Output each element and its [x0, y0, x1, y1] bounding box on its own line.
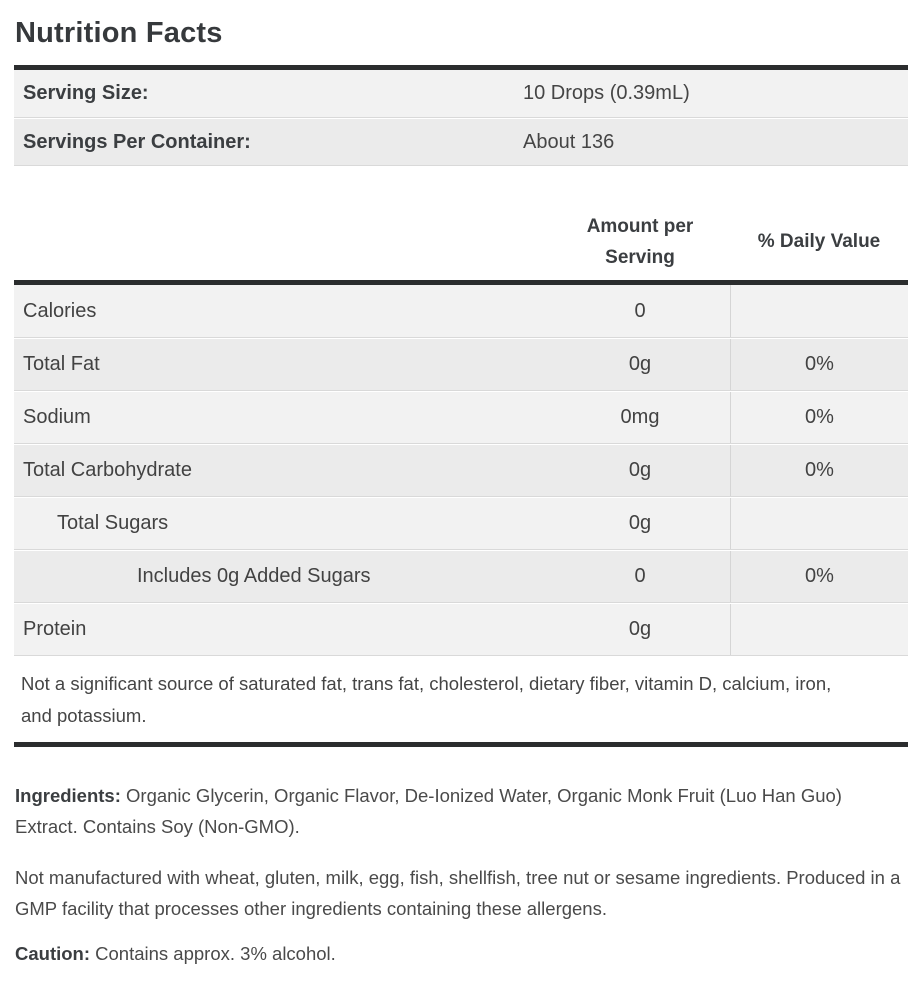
- servings-per-container-row: Servings Per Container: About 136: [14, 118, 908, 166]
- nutrient-row-total-carbohydrate: Total Carbohydrate 0g 0%: [14, 444, 908, 497]
- serving-size-row: Serving Size: 10 Drops (0.39mL): [14, 70, 908, 118]
- ingredients-text: Organic Glycerin, Organic Flavor, De-Ion…: [15, 785, 842, 837]
- amount-per-serving-header: Amount per Serving: [586, 216, 694, 268]
- divider-thick-middle: [14, 280, 908, 285]
- nutrient-table: Calories 0 Total Fat 0g 0% Sodium 0mg 0%…: [14, 285, 908, 656]
- ingredients-paragraph: Ingredients: Organic Glycerin, Organic F…: [15, 780, 908, 842]
- daily-value-header: % Daily Value: [757, 231, 881, 252]
- caution-label: Caution:: [15, 943, 91, 964]
- servings-per-container-value: About 136: [523, 130, 615, 153]
- nutrient-row-added-sugars: Includes 0g Added Sugars 0 0%: [14, 550, 908, 603]
- column-header-spacer: [14, 210, 550, 274]
- serving-size-value: 10 Drops (0.39mL): [523, 82, 690, 104]
- nutrient-row-sodium: Sodium 0mg 0%: [14, 391, 908, 444]
- servings-per-container-label: Servings Per Container:: [23, 130, 251, 153]
- ingredients-label: Ingredients:: [15, 785, 121, 806]
- panel-title: Nutrition Facts: [15, 17, 223, 49]
- column-headers: Amount per Serving % Daily Value: [14, 210, 908, 274]
- divider-thick-bottom: [14, 742, 908, 747]
- footnote-text: Not a significant source of saturated fa…: [21, 673, 832, 726]
- caution-paragraph: Caution: Contains approx. 3% alcohol.: [15, 938, 908, 969]
- caution-text: Contains approx. 3% alcohol.: [95, 943, 336, 964]
- nutrition-facts-panel: Nutrition Facts Serving Size: 10 Drops (…: [14, 14, 908, 969]
- serving-info-table: Serving Size: 10 Drops (0.39mL) Servings…: [14, 70, 908, 166]
- serving-size-label: Serving Size:: [23, 82, 149, 104]
- nutrient-row-calories: Calories 0: [14, 285, 908, 338]
- footnote: Not a significant source of saturated fa…: [14, 656, 908, 742]
- nutrient-row-protein: Protein 0g: [14, 603, 908, 656]
- divider-thick-top: [14, 65, 908, 70]
- allergen-paragraph: Not manufactured with wheat, gluten, mil…: [15, 867, 901, 919]
- nutrient-row-total-sugars: Total Sugars 0g: [14, 497, 908, 550]
- nutrient-row-total-fat: Total Fat 0g 0%: [14, 338, 908, 391]
